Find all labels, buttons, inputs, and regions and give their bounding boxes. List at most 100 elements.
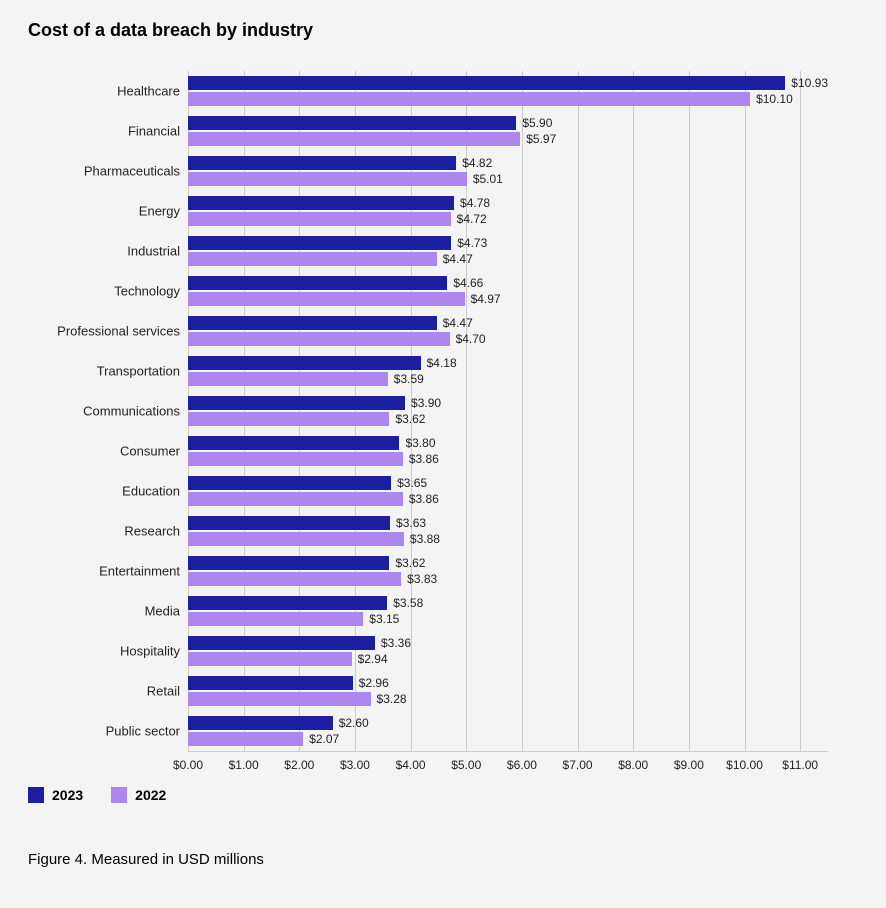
bar-wrap: $2.94 bbox=[188, 652, 828, 666]
x-tick-label: $0.00 bbox=[173, 758, 203, 772]
bar bbox=[188, 372, 388, 386]
x-tick-label: $5.00 bbox=[451, 758, 481, 772]
chart-row: Energy$4.78$4.72 bbox=[188, 191, 828, 231]
category-label: Hospitality bbox=[120, 644, 188, 659]
chart-row: Industrial$4.73$4.47 bbox=[188, 231, 828, 271]
category-label: Professional services bbox=[57, 324, 188, 339]
x-tick-label: $11.00 bbox=[782, 758, 818, 772]
bar-value-label: $4.47 bbox=[437, 316, 473, 330]
bar bbox=[188, 716, 333, 730]
bar bbox=[188, 732, 303, 746]
category-label: Energy bbox=[139, 204, 188, 219]
bar-value-label: $3.63 bbox=[390, 516, 426, 530]
chart-row: Education$3.65$3.86 bbox=[188, 471, 828, 511]
bar-value-label: $5.90 bbox=[516, 116, 552, 130]
bar-value-label: $4.47 bbox=[437, 252, 473, 266]
bar bbox=[188, 316, 437, 330]
bar-wrap: $3.15 bbox=[188, 612, 828, 626]
bar-value-label: $3.36 bbox=[375, 636, 411, 650]
bar-wrap: $2.96 bbox=[188, 676, 828, 690]
bar bbox=[188, 412, 389, 426]
category-label: Industrial bbox=[127, 244, 188, 259]
legend-swatch bbox=[111, 787, 127, 803]
category-label: Retail bbox=[147, 684, 188, 699]
chart-row: Communications$3.90$3.62 bbox=[188, 391, 828, 431]
bar bbox=[188, 492, 403, 506]
legend: 2023 2022 bbox=[28, 787, 858, 803]
bar-value-label: $2.07 bbox=[303, 732, 339, 746]
category-label: Communications bbox=[83, 404, 188, 419]
bar-value-label: $3.58 bbox=[387, 596, 423, 610]
bar bbox=[188, 676, 353, 690]
bar-wrap: $5.90 bbox=[188, 116, 828, 130]
bar-wrap: $3.80 bbox=[188, 436, 828, 450]
chart-rows: Healthcare$10.93$10.10Financial$5.90$5.9… bbox=[188, 71, 828, 751]
bar-wrap: $5.01 bbox=[188, 172, 828, 186]
bar bbox=[188, 636, 375, 650]
plot-area: Healthcare$10.93$10.10Financial$5.90$5.9… bbox=[188, 71, 828, 751]
bar-value-label: $5.01 bbox=[467, 172, 503, 186]
x-tick-label: $7.00 bbox=[563, 758, 593, 772]
bar bbox=[188, 276, 447, 290]
category-label: Transportation bbox=[97, 364, 188, 379]
bar-value-label: $4.72 bbox=[451, 212, 487, 226]
bar-wrap: $2.60 bbox=[188, 716, 828, 730]
bar-wrap: $4.47 bbox=[188, 252, 828, 266]
bar-wrap: $3.86 bbox=[188, 452, 828, 466]
bar-value-label: $2.94 bbox=[352, 652, 388, 666]
bar-wrap: $4.72 bbox=[188, 212, 828, 226]
bar bbox=[188, 116, 516, 130]
chart-row: Pharmaceuticals$4.82$5.01 bbox=[188, 151, 828, 191]
category-label: Entertainment bbox=[99, 564, 188, 579]
bar bbox=[188, 476, 391, 490]
legend-label: 2022 bbox=[135, 787, 166, 803]
chart-row: Professional services$4.47$4.70 bbox=[188, 311, 828, 351]
bar bbox=[188, 332, 450, 346]
chart-row: Entertainment$3.62$3.83 bbox=[188, 551, 828, 591]
bar-wrap: $3.62 bbox=[188, 556, 828, 570]
bar bbox=[188, 252, 437, 266]
bar-value-label: $2.60 bbox=[333, 716, 369, 730]
bar-value-label: $3.83 bbox=[401, 572, 437, 586]
x-tick-label: $3.00 bbox=[340, 758, 370, 772]
category-label: Media bbox=[145, 604, 188, 619]
bar-wrap: $2.07 bbox=[188, 732, 828, 746]
bar-value-label: $3.15 bbox=[363, 612, 399, 626]
bar-wrap: $4.97 bbox=[188, 292, 828, 306]
bar-value-label: $5.97 bbox=[520, 132, 556, 146]
bar bbox=[188, 556, 389, 570]
bar-value-label: $4.82 bbox=[456, 156, 492, 170]
bar-value-label: $10.93 bbox=[785, 76, 828, 90]
bar bbox=[188, 532, 404, 546]
x-tick-label: $1.00 bbox=[229, 758, 259, 772]
legend-item: 2022 bbox=[111, 787, 166, 803]
bar bbox=[188, 292, 465, 306]
bar-value-label: $3.80 bbox=[399, 436, 435, 450]
bar-wrap: $4.73 bbox=[188, 236, 828, 250]
bar-wrap: $3.86 bbox=[188, 492, 828, 506]
bar-value-label: $3.28 bbox=[371, 692, 407, 706]
bar-value-label: $4.73 bbox=[451, 236, 487, 250]
category-label: Education bbox=[122, 484, 188, 499]
chart-row: Public sector$2.60$2.07 bbox=[188, 711, 828, 751]
bar-wrap: $3.28 bbox=[188, 692, 828, 706]
legend-item: 2023 bbox=[28, 787, 83, 803]
x-tick-label: $9.00 bbox=[674, 758, 704, 772]
bar-value-label: $3.62 bbox=[389, 556, 425, 570]
bar-wrap: $5.97 bbox=[188, 132, 828, 146]
category-label: Pharmaceuticals bbox=[84, 164, 188, 179]
bar-wrap: $3.90 bbox=[188, 396, 828, 410]
bar-value-label: $4.18 bbox=[421, 356, 457, 370]
bar-value-label: $3.90 bbox=[405, 396, 441, 410]
chart-row: Financial$5.90$5.97 bbox=[188, 111, 828, 151]
bar-wrap: $4.18 bbox=[188, 356, 828, 370]
bar-wrap: $4.66 bbox=[188, 276, 828, 290]
bar bbox=[188, 516, 390, 530]
bar-value-label: $4.97 bbox=[465, 292, 501, 306]
bar bbox=[188, 652, 352, 666]
category-label: Financial bbox=[128, 124, 188, 139]
bar bbox=[188, 132, 520, 146]
chart-row: Healthcare$10.93$10.10 bbox=[188, 71, 828, 111]
bar bbox=[188, 92, 750, 106]
bar-wrap: $3.36 bbox=[188, 636, 828, 650]
